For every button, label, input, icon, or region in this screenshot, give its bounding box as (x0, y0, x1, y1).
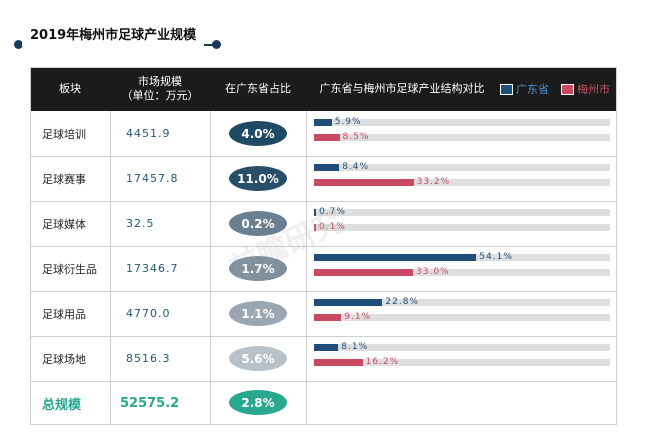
table-header: 板块 市场规模 （单位：万元） 在广东省占比 广东省与梅州市足球产业结构对比 广… (30, 67, 617, 111)
chart-title: 2019年梅州市足球产业规模 (22, 26, 205, 46)
bar-guangdong (314, 164, 340, 171)
bar-label-meizhou: 0.1% (319, 222, 346, 232)
table-row-total: 总规模 52575.2 2.8% (30, 381, 617, 425)
share-pill: 0.2% (229, 211, 287, 236)
bar-meizhou (314, 359, 363, 366)
header-market-size: 市场规模 （单位：万元） (110, 67, 210, 111)
bar-label-meizhou: 8.5% (342, 132, 370, 142)
bar-guangdong (314, 299, 383, 306)
bar-guangdong (314, 344, 339, 351)
total-market-size: 52575.2 (120, 396, 180, 411)
share-pill: 5.6% (229, 346, 287, 371)
bar-track (314, 314, 610, 321)
market-size-value: 17457.8 (126, 172, 179, 185)
industry-table: 板块 市场规模 （单位：万元） 在广东省占比 广东省与梅州市足球产业结构对比 广… (30, 67, 617, 425)
table-row: 足球衍生品 17346.7 1.7% 54.1% 33.0% (30, 246, 617, 292)
bar-meizhou (314, 269, 413, 276)
bar-meizhou (314, 224, 316, 231)
bar-guangdong (314, 209, 317, 216)
category-label: 足球赛事 (42, 172, 86, 186)
market-size-value: 32.5 (126, 217, 155, 230)
table-row: 足球媒体 32.5 0.2% 0.7% 0.1% (30, 201, 617, 247)
legend-swatch-meizhou (561, 83, 574, 95)
legend-label-guangdong: 广东省 (516, 83, 549, 96)
column-divider (210, 111, 211, 425)
bar-label-meizhou: 16.2% (365, 357, 400, 367)
legend-label-meizhou: 梅州市 (577, 83, 610, 96)
bar-track (314, 164, 610, 171)
legend-swatch-guangdong (500, 83, 513, 95)
column-divider (306, 111, 307, 425)
bar-guangdong (314, 119, 332, 126)
table-row: 足球赛事 17457.8 11.0% 8.4% 33.2% (30, 156, 617, 202)
table-row: 足球场地 8516.3 5.6% 8.1% 16.2% (30, 336, 617, 382)
market-size-value: 4451.9 (126, 127, 171, 140)
market-size-value: 17346.7 (126, 262, 179, 275)
bar-label-guangdong: 8.1% (341, 342, 369, 352)
bar-track (314, 359, 610, 366)
category-label: 足球用品 (42, 307, 86, 321)
category-label: 足球场地 (42, 352, 86, 366)
bar-label-guangdong: 22.8% (385, 297, 419, 307)
header-category: 板块 (59, 82, 81, 95)
bar-track (314, 269, 610, 276)
header-market-size-line1: 市场规模 (138, 75, 182, 88)
bar-meizhou (314, 134, 340, 141)
bar-label-guangdong: 8.4% (342, 162, 370, 172)
total-share-pill: 2.8% (229, 390, 287, 415)
legend: 广东省 梅州市 (500, 67, 610, 111)
header-share: 在广东省占比 (225, 82, 291, 95)
title-dot-left (14, 40, 23, 49)
share-pill: 1.7% (229, 256, 287, 281)
header-comparison: 广东省与梅州市足球产业结构对比 (319, 82, 485, 95)
category-label: 足球培训 (42, 127, 86, 141)
bar-meizhou (314, 314, 342, 321)
column-divider (110, 111, 111, 425)
total-label: 总规模 (42, 398, 82, 413)
header-market-size-line2: （单位：万元） (121, 89, 199, 102)
bar-label-meizhou: 9.1% (344, 312, 372, 322)
bar-track (314, 209, 610, 216)
market-size-value: 8516.3 (126, 352, 171, 365)
share-pill: 11.0% (229, 166, 287, 191)
bar-label-guangdong: 0.7% (319, 207, 346, 217)
share-pill: 4.0% (229, 121, 287, 146)
title-dot-right (212, 40, 221, 49)
bar-track (314, 119, 610, 126)
bar-label-guangdong: 5.9% (334, 117, 362, 127)
table-row: 足球培训 4451.9 4.0% 5.9% 8.5% (30, 111, 617, 157)
title-area: 2019年梅州市足球产业规模 (0, 0, 650, 60)
bar-track (314, 299, 610, 306)
bar-label-guangdong: 54.1% (479, 252, 513, 262)
bar-label-meizhou: 33.2% (416, 177, 451, 187)
bar-track (314, 224, 610, 231)
bar-track (314, 134, 610, 141)
bar-track (314, 179, 610, 186)
market-size-value: 4770.0 (126, 307, 171, 320)
table-row: 足球用品 4770.0 1.1% 22.8% 9.1% (30, 291, 617, 337)
bar-guangdong (314, 254, 477, 261)
bar-label-meizhou: 33.0% (416, 267, 450, 277)
bar-track (314, 344, 610, 351)
category-label: 足球衍生品 (42, 262, 97, 276)
share-pill: 1.1% (229, 301, 287, 326)
category-label: 足球媒体 (42, 217, 86, 231)
bar-meizhou (314, 179, 414, 186)
